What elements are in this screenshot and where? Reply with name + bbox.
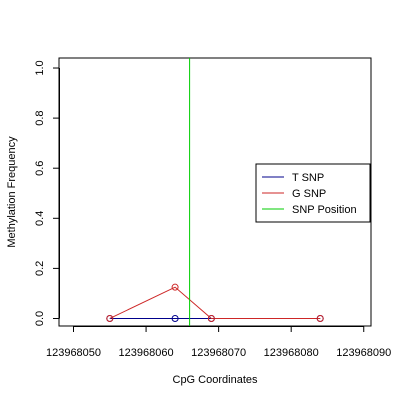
x-tick-label: 123968080	[264, 347, 319, 359]
y-tick-label: 1.0	[34, 60, 46, 75]
data-point-g-snp	[106, 314, 114, 322]
legend-label-snp-position: SNP Position	[292, 204, 357, 216]
data-point-g-snp	[207, 314, 215, 322]
legend: T SNP G SNP SNP Position	[255, 163, 371, 223]
y-tick-label: 0.6	[34, 161, 46, 176]
x-tick-label: 123968050	[46, 347, 101, 359]
legend-label-t-snp: T SNP	[292, 172, 324, 184]
x-tick-label: 123968070	[191, 347, 246, 359]
y-tick-label: 0.4	[34, 211, 46, 226]
axes: 123968050 123968060 123968070 123968080 1239…	[34, 60, 391, 359]
data-point-t-snp	[171, 314, 179, 322]
series-line-g-snp	[109, 286, 321, 319]
data-point-g-snp	[171, 283, 179, 291]
y-axis-title: Methylation Frequency	[6, 136, 18, 248]
x-tick-label: 123968090	[336, 347, 391, 359]
chart-marks	[106, 58, 324, 326]
y-tick-label: 0.2	[34, 261, 46, 276]
x-axis-title: CpG Coordinates	[173, 374, 258, 386]
y-tick-label: 0.8	[34, 110, 46, 125]
data-point-g-snp	[316, 314, 324, 322]
y-tick-label: 0.0	[34, 311, 46, 326]
x-tick-label: 123968060	[119, 347, 174, 359]
legend-label-g-snp: G SNP	[292, 188, 326, 200]
